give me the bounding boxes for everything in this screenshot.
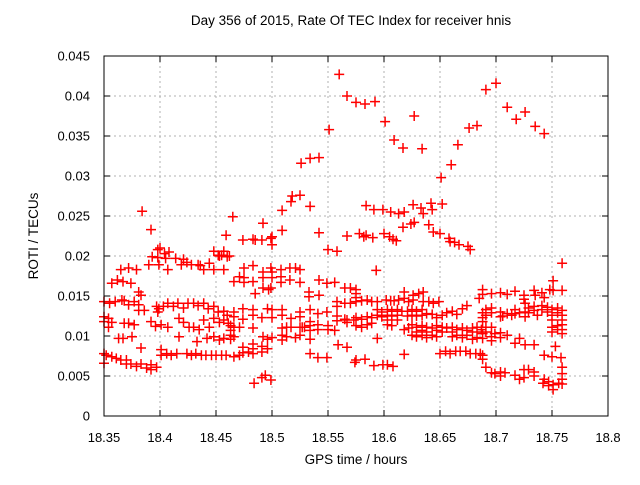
y-tick-label: 0.03 xyxy=(65,169,90,184)
x-tick-label: 18.7 xyxy=(483,430,508,445)
y-tick-label: 0 xyxy=(83,409,90,424)
y-tick-label: 0.025 xyxy=(57,209,90,224)
y-axis-title: ROTI / TECUs xyxy=(26,192,41,279)
x-tick-label: 18.65 xyxy=(424,430,457,445)
x-tick-label: 18.75 xyxy=(536,430,569,445)
x-tick-label: 18.45 xyxy=(200,430,233,445)
x-tick-label: 18.8 xyxy=(595,430,620,445)
x-axis-title: GPS time / hours xyxy=(305,452,408,467)
tick-labels: 18.35 18.4 18.45 18.5 18.55 18.6 18.65 18.7 18.7… xyxy=(57,49,620,446)
y-tick-label: 0.005 xyxy=(57,369,90,384)
x-tick-label: 18.4 xyxy=(147,430,172,445)
y-tick-label: 0.04 xyxy=(65,89,90,104)
y-tick-label: 0.045 xyxy=(57,49,90,64)
x-tick-label: 18.5 xyxy=(259,430,284,445)
y-tick-label: 0.035 xyxy=(57,129,90,144)
x-tick-label: 18.6 xyxy=(371,430,396,445)
y-tick-label: 0.015 xyxy=(57,289,90,304)
x-tick-label: 18.35 xyxy=(88,430,121,445)
scatter-points xyxy=(99,69,568,395)
plot-border xyxy=(103,55,609,417)
chart-title: Day 356 of 2015, Rate Of TEC Index for r… xyxy=(191,13,511,28)
y-tick-label: 0.01 xyxy=(65,329,90,344)
y-tick-label: 0.02 xyxy=(65,249,90,264)
x-tick-label: 18.55 xyxy=(312,430,345,445)
